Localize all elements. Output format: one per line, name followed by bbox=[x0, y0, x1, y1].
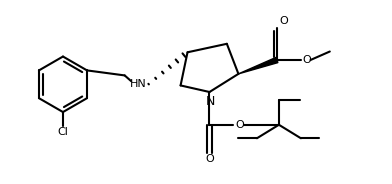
Text: O: O bbox=[205, 154, 214, 164]
Text: Cl: Cl bbox=[58, 127, 69, 137]
Text: O: O bbox=[279, 16, 288, 26]
Text: HN: HN bbox=[130, 79, 147, 89]
Text: N: N bbox=[205, 95, 215, 108]
Text: O: O bbox=[235, 120, 244, 130]
Polygon shape bbox=[238, 57, 278, 74]
Text: O: O bbox=[303, 55, 312, 65]
